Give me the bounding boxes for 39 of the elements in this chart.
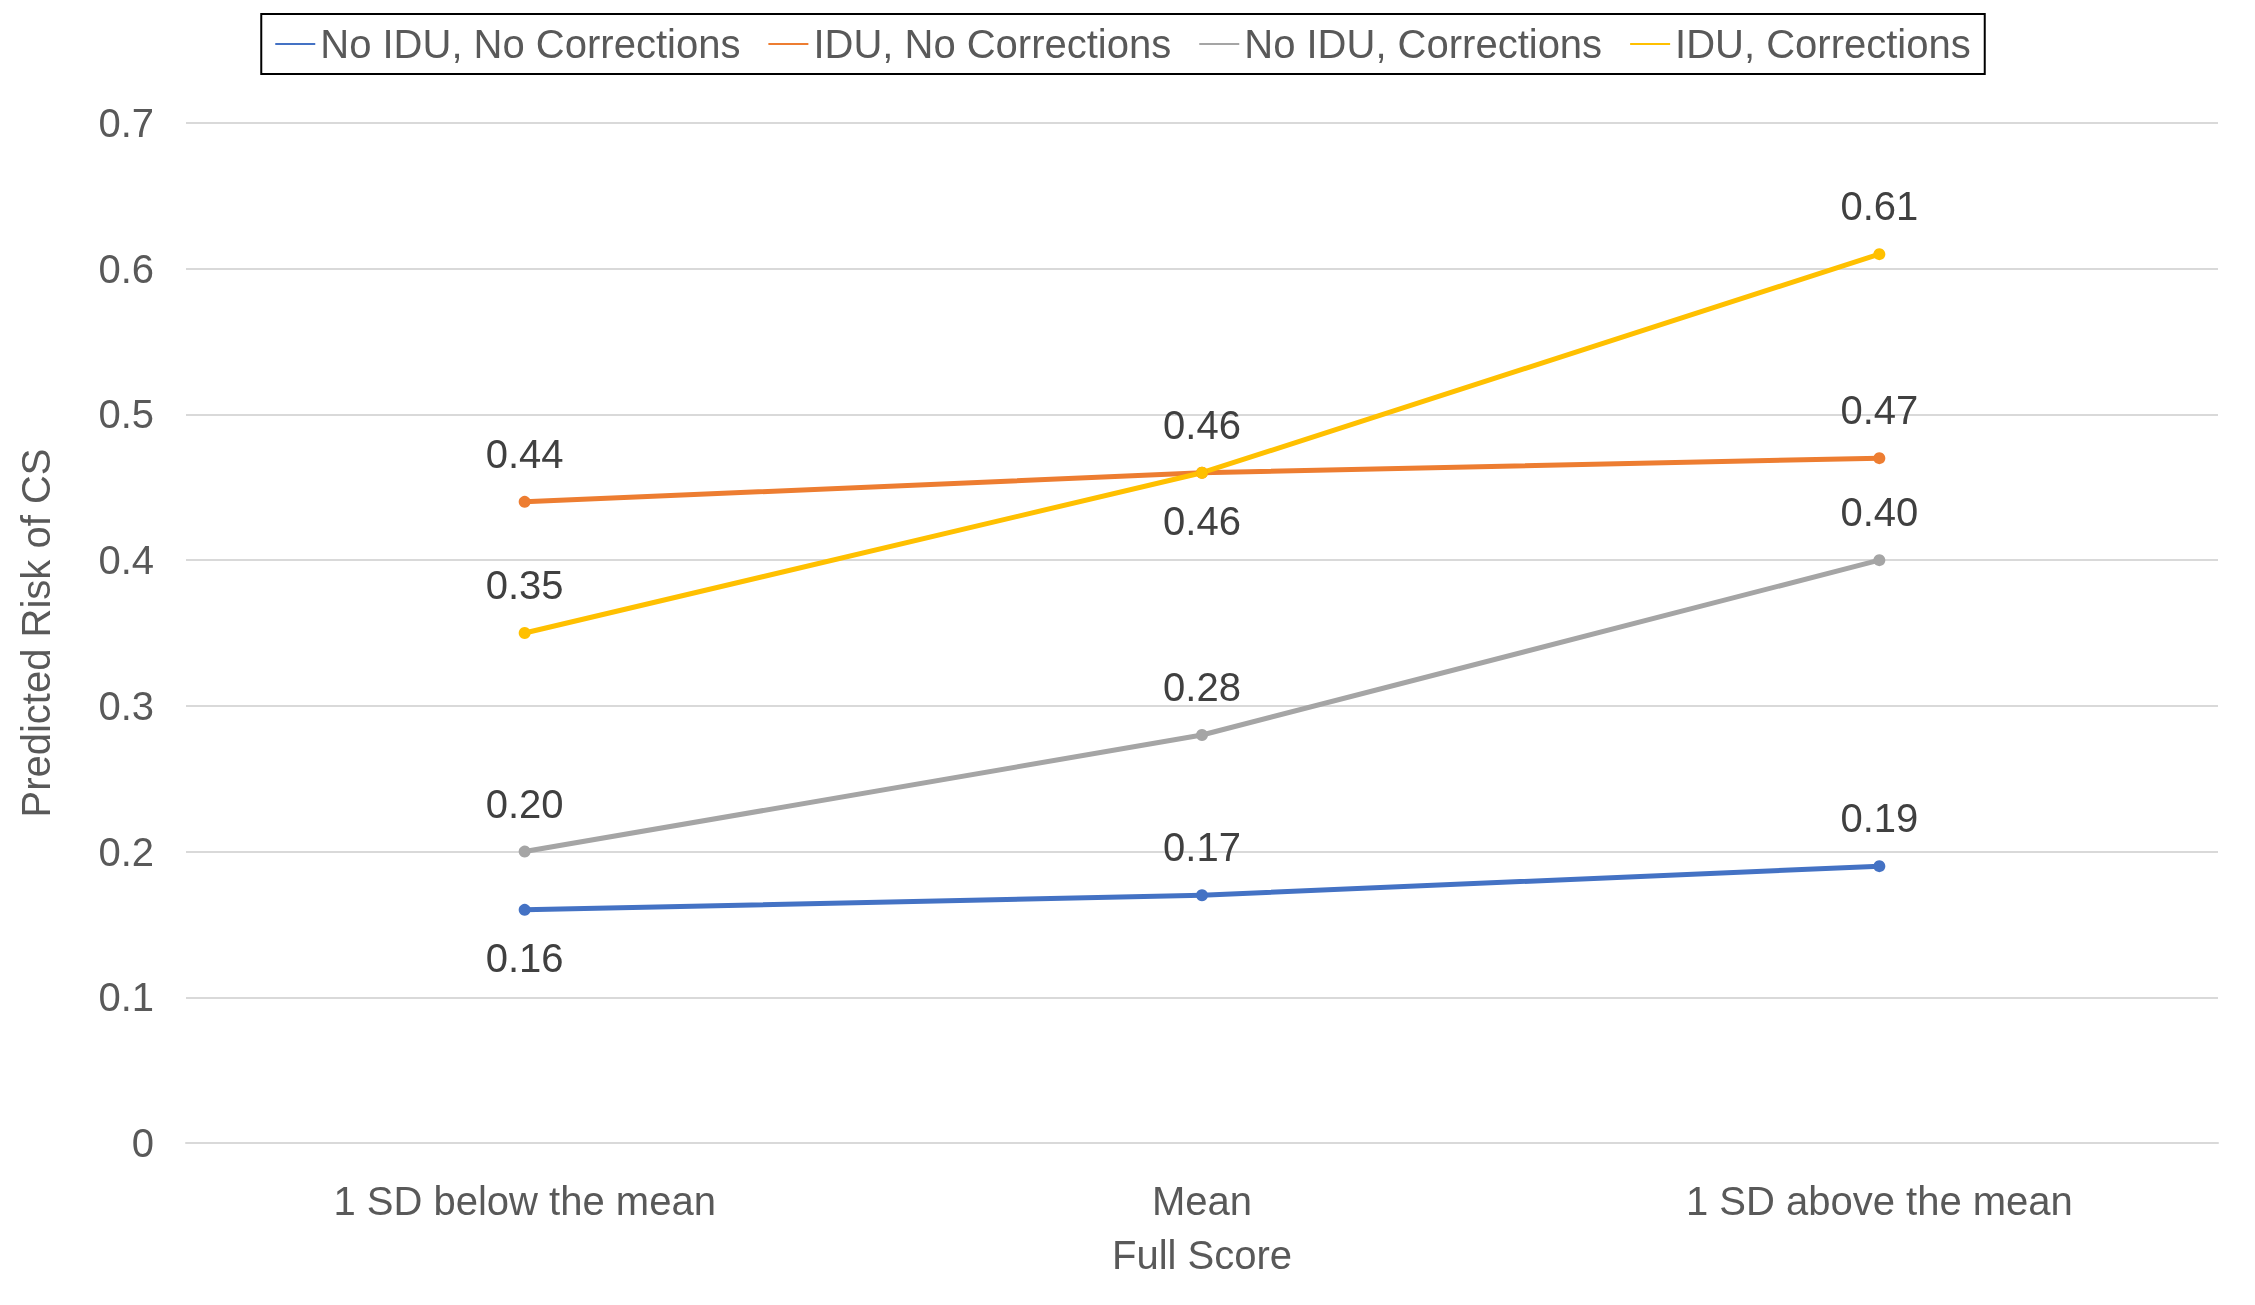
legend-label: No IDU, No Corrections: [320, 22, 741, 66]
y-tick-label: 0.2: [98, 829, 154, 874]
legend-label: IDU, No Corrections: [813, 22, 1172, 66]
y-tick-label: 0.4: [98, 538, 154, 583]
y-axis-title: Predicted Risk of CS: [14, 448, 58, 818]
y-tick-label: 0.3: [98, 683, 154, 728]
point: [1196, 889, 1208, 902]
data-label: 0.35: [485, 563, 564, 607]
data-label: 0.40: [1840, 490, 1919, 535]
data-label: 0.19: [1840, 796, 1919, 841]
data-label: 0.46: [1163, 498, 1241, 543]
data-label: 0.17: [1163, 825, 1241, 870]
legend-label: IDU, Corrections: [1675, 22, 1971, 66]
point: [518, 845, 531, 858]
point: [1873, 452, 1886, 465]
data-label: 0.47: [1840, 388, 1919, 433]
data-label: 0.16: [485, 935, 564, 980]
legend-label: No IDU, Corrections: [1244, 22, 1603, 66]
x-tick-label: 1 SD below the mean: [333, 1179, 716, 1223]
y-tick-label: 0.6: [98, 246, 154, 291]
data-label: 0.61: [1840, 184, 1919, 229]
point: [518, 903, 531, 916]
point: [1873, 554, 1886, 567]
y-tick-label: 0: [131, 1121, 154, 1165]
x-tick-label: Mean: [1151, 1179, 1253, 1223]
point: [1196, 729, 1208, 741]
data-label: 0.46: [1163, 402, 1241, 447]
x-axis-title: Full Score: [1111, 1233, 1293, 1277]
y-tick-label: 0.1: [98, 975, 154, 1020]
data-label: 0.28: [1163, 665, 1241, 709]
point: [518, 627, 531, 639]
point: [1873, 860, 1886, 873]
y-tick-label: 0.7: [98, 101, 154, 145]
x-tick-label: 1 SD above the mean: [1685, 1179, 2073, 1223]
point: [1873, 248, 1886, 261]
data-label: 0.44: [485, 431, 564, 476]
point: [518, 495, 531, 508]
y-tick-label: 0.5: [98, 392, 154, 437]
data-label: 0.20: [485, 781, 564, 826]
